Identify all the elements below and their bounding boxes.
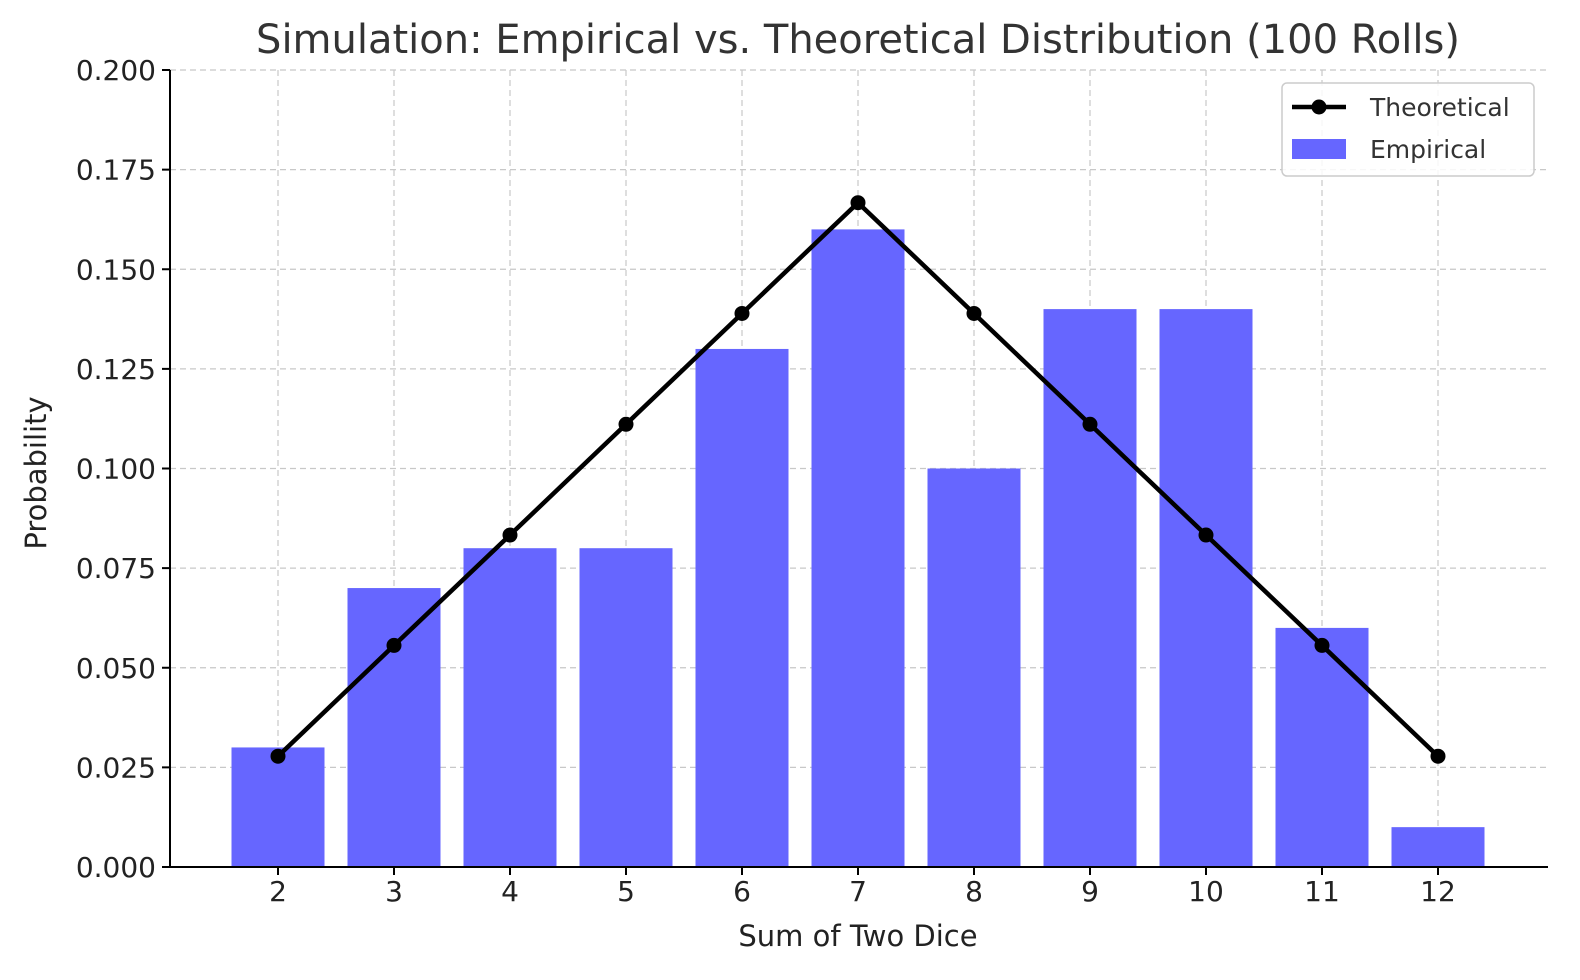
bar-empirical-5 bbox=[579, 548, 673, 867]
bar-empirical-11 bbox=[1275, 627, 1369, 867]
line-layer bbox=[270, 195, 1446, 764]
bar-empirical-4 bbox=[463, 548, 557, 867]
point-theoretical-11 bbox=[1314, 637, 1330, 653]
bar-empirical-10 bbox=[1159, 309, 1253, 868]
x-tick-label: 8 bbox=[965, 875, 983, 908]
axes-layer: 0.000 0.025 0.050 0.075 0.100 0.125 0.150 0.175… bbox=[76, 54, 1548, 908]
y-tick-label: 0.025 bbox=[76, 751, 156, 784]
legend-label-empirical: Empirical bbox=[1370, 135, 1486, 164]
y-tick-label: 0.100 bbox=[76, 453, 156, 486]
x-tick-label: 7 bbox=[849, 875, 867, 908]
x-tick-label: 12 bbox=[1420, 875, 1456, 908]
point-theoretical-9 bbox=[1082, 416, 1098, 432]
bar-empirical-9 bbox=[1043, 309, 1137, 868]
bar-empirical-8 bbox=[927, 468, 1021, 867]
y-tick-label: 0.125 bbox=[76, 353, 156, 386]
y-tick-label: 0.050 bbox=[76, 652, 156, 685]
bar-layer bbox=[231, 229, 1485, 868]
y-tick-label: 0.000 bbox=[76, 851, 156, 884]
legend: Theoretical Empirical bbox=[1281, 82, 1535, 177]
bar-empirical-2 bbox=[231, 747, 325, 867]
bar-empirical-12 bbox=[1391, 827, 1485, 867]
x-tick-label: 10 bbox=[1188, 875, 1224, 908]
x-tick-label: 3 bbox=[385, 875, 403, 908]
point-theoretical-6 bbox=[734, 305, 750, 321]
point-theoretical-5 bbox=[618, 416, 634, 432]
x-tick-label: 9 bbox=[1081, 875, 1099, 908]
point-theoretical-2 bbox=[270, 748, 286, 764]
chart-title: Simulation: Empirical vs. Theoretical Di… bbox=[256, 17, 1460, 63]
x-tick-label: 6 bbox=[733, 875, 751, 908]
y-tick-label: 0.150 bbox=[76, 253, 156, 286]
x-tick-label: 2 bbox=[269, 875, 287, 908]
y-tick-label: 0.200 bbox=[76, 54, 156, 87]
bar-empirical-6 bbox=[695, 348, 789, 867]
point-theoretical-10 bbox=[1198, 527, 1214, 543]
legend-marker-icon bbox=[1311, 99, 1327, 115]
y-tick-label: 0.175 bbox=[76, 154, 156, 187]
x-tick-label: 11 bbox=[1304, 875, 1340, 908]
y-tick-label: 0.075 bbox=[76, 552, 156, 585]
y-axis-label: Probability bbox=[19, 396, 53, 549]
legend-label-theoretical: Theoretical bbox=[1369, 93, 1510, 122]
point-theoretical-12 bbox=[1430, 748, 1446, 764]
bar-empirical-7 bbox=[811, 229, 905, 867]
x-tick-label: 5 bbox=[617, 875, 635, 908]
point-theoretical-7 bbox=[850, 195, 866, 211]
point-theoretical-3 bbox=[386, 637, 402, 653]
point-theoretical-4 bbox=[502, 527, 518, 543]
x-axis-label: Sum of Two Dice bbox=[738, 919, 977, 953]
legend-bar-icon bbox=[1292, 139, 1346, 159]
point-theoretical-8 bbox=[966, 305, 982, 321]
bar-empirical-3 bbox=[347, 588, 441, 867]
x-tick-label: 4 bbox=[501, 875, 519, 908]
